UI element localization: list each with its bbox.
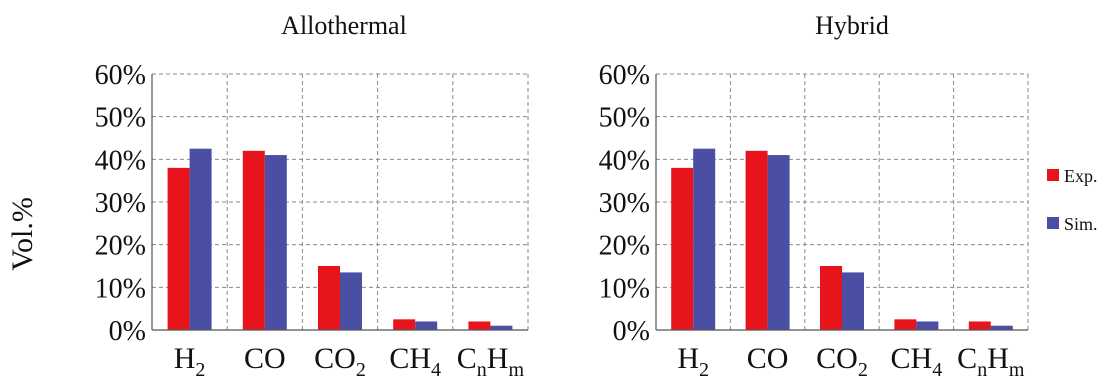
y-tick-label: 20% <box>599 231 650 262</box>
x-tick-label: CH4 <box>891 342 943 377</box>
x-tick-label: CH4 <box>389 342 441 377</box>
x-tick-label: CO <box>244 342 286 375</box>
bar-exp <box>820 266 842 330</box>
x-tick-label: CO2 <box>816 342 868 377</box>
bar-exp <box>968 321 991 330</box>
bar-exp <box>671 167 694 330</box>
legend: Exp. Sim. <box>1047 166 1098 234</box>
chart-allothermal: Allothermal 0% 10% 20% 30% 40% 50% 60% H2 CO CO2 CH… <box>95 11 529 377</box>
y-tick-label: 20% <box>95 231 146 262</box>
bar-sim <box>490 325 513 330</box>
y-tick-label: 10% <box>95 273 146 304</box>
x-tick-label: H2 <box>677 342 709 377</box>
bar-sim <box>340 272 362 330</box>
bar-exp <box>393 319 416 330</box>
bar-exp <box>894 319 917 330</box>
bar-exp <box>242 150 265 330</box>
bar-exp <box>745 150 768 330</box>
y-tick-label: 50% <box>95 103 146 134</box>
bar-exp <box>318 266 340 330</box>
y-tick-label: 0% <box>613 316 650 347</box>
y-axis-label: Vol.% <box>6 197 39 271</box>
y-tick-label: 60% <box>95 60 146 91</box>
legend-label: Exp. <box>1064 166 1098 186</box>
y-tick-label: 30% <box>599 188 650 219</box>
y-tick-label: 30% <box>95 188 146 219</box>
bar-sim <box>767 155 790 330</box>
x-tick-label: CnHm <box>457 342 525 377</box>
x-tick-label: H2 <box>174 342 206 377</box>
y-tick-label: 10% <box>599 273 650 304</box>
bar-sim <box>264 155 287 330</box>
y-tick-label: 40% <box>599 145 650 176</box>
x-tick-label: CO <box>747 342 789 375</box>
bar-sim <box>693 148 716 330</box>
legend-swatch <box>1047 217 1059 229</box>
bar-sim <box>415 321 438 330</box>
legend-swatch <box>1047 169 1059 181</box>
y-tick-label: 40% <box>95 145 146 176</box>
bar-sim <box>842 272 864 330</box>
bar-exp <box>167 167 190 330</box>
bar-sim <box>916 321 939 330</box>
bar-sim <box>990 325 1013 330</box>
chart-title: Hybrid <box>815 11 889 40</box>
y-tick-label: 50% <box>599 103 650 134</box>
x-tick-label: CnHm <box>957 342 1025 377</box>
x-tick-label: CO2 <box>314 342 366 377</box>
y-tick-label: 0% <box>109 316 146 347</box>
bar-sim <box>189 148 212 330</box>
chart-hybrid: Hybrid 0% 10% 20% 30% 40% 50% 60% H2 CO CO2 CH4 CnHm <box>599 11 1029 377</box>
bar-exp <box>468 321 491 330</box>
chart-title: Allothermal <box>281 11 407 40</box>
legend-label: Sim. <box>1064 214 1098 234</box>
y-tick-label: 60% <box>599 60 650 91</box>
